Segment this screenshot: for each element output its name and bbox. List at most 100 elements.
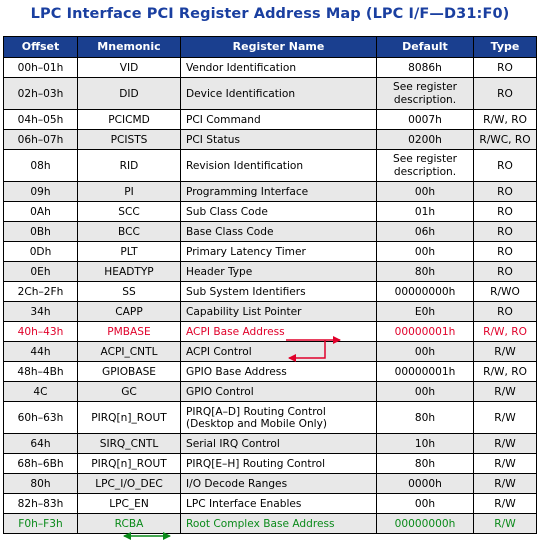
table-row: 48h–4Bh GPIOBASE GPIO Base Address 00000001… [3, 361, 537, 382]
cell-mnemonic: PCICMD [77, 109, 181, 130]
cell-mnemonic: RID [77, 149, 181, 182]
cell-offset: 02h–03h [3, 77, 78, 110]
table-row: 4C GC GPIO Control 00h R/W [3, 381, 537, 402]
cell-mnemonic: BCC [77, 221, 181, 242]
table-row: 09h PI Programming Interface 00h RO [3, 181, 537, 202]
cell-mnemonic: LPC_EN [77, 493, 181, 514]
cell-mnemonic: DID [77, 77, 181, 110]
cell-type: R/W [473, 401, 537, 434]
cell-register-name: LPC Interface Enables [180, 493, 377, 514]
table-row: 0Eh HEADTYP Header Type 80h RO [3, 261, 537, 282]
cell-type: R/W [473, 473, 537, 494]
cell-mnemonic: SCC [77, 201, 181, 222]
page-title: LPC Interface PCI Register Address Map (… [30, 6, 510, 22]
cell-offset: 60h–63h [3, 401, 78, 434]
cell-type: RO [473, 221, 537, 242]
cell-offset: F0h–F3h [3, 513, 78, 534]
cell-type: R/W [473, 381, 537, 402]
table-row: 0Bh BCC Base Class Code 06h RO [3, 221, 537, 242]
cell-register-name: PIRQ[E–H] Routing Control [180, 453, 377, 474]
cell-offset: 09h [3, 181, 78, 202]
column-header-offset: Offset [3, 36, 78, 58]
table-row: 40h–43h PMBASE ACPI Base Address 00000001h R… [3, 321, 537, 342]
cell-default: 00000001h [376, 361, 474, 382]
table-row: 60h–63h PIRQ[n]_ROUT PIRQ[A–D] Routing Con… [3, 401, 537, 434]
cell-register-name: Device Identification [180, 77, 377, 110]
cell-type: RO [473, 201, 537, 222]
cell-register-name: Sub System Identifiers [180, 281, 377, 302]
cell-default: See register description. [376, 149, 474, 182]
cell-type: RO [473, 57, 537, 78]
cell-register-name: Root Complex Base Address [180, 513, 377, 534]
column-header-type: Type [473, 36, 537, 58]
cell-type: R/W [473, 493, 537, 514]
cell-offset: 0Dh [3, 241, 78, 262]
cell-register-name: Serial IRQ Control [180, 433, 377, 454]
cell-offset: 06h–07h [3, 129, 78, 150]
cell-register-name: PCI Status [180, 129, 377, 150]
cell-default: 80h [376, 453, 474, 474]
table-row: 02h–03h DID Device Identification See regis… [3, 77, 537, 110]
cell-default: 01h [376, 201, 474, 222]
cell-mnemonic: PCISTS [77, 129, 181, 150]
cell-register-name: Header Type [180, 261, 377, 282]
cell-offset: 2Ch–2Fh [3, 281, 78, 302]
cell-type: R/W [473, 513, 537, 534]
cell-mnemonic: RCBA [77, 513, 181, 534]
cell-offset: 0Ah [3, 201, 78, 222]
cell-register-name: Vendor Identification [180, 57, 377, 78]
cell-mnemonic: PIRQ[n]_ROUT [77, 401, 181, 434]
cell-mnemonic: PMBASE [77, 321, 181, 342]
cell-default: 0007h [376, 109, 474, 130]
cell-default: 0000h [376, 473, 474, 494]
cell-offset: 68h–6Bh [3, 453, 78, 474]
cell-offset: 40h–43h [3, 321, 78, 342]
column-header-mnemonic: Mnemonic [77, 36, 181, 58]
cell-default: 10h [376, 433, 474, 454]
table-row: 00h–01h VID Vendor Identification 8086h RO [3, 57, 537, 78]
table-row: 0Dh PLT Primary Latency Timer 00h RO [3, 241, 537, 262]
cell-type: R/W [473, 433, 537, 454]
cell-offset: 34h [3, 301, 78, 322]
cell-register-name: PIRQ[A–D] Routing Control (Desktop and M… [180, 401, 377, 434]
register-table: Offset Mnemonic Register Name Default Ty… [3, 36, 537, 534]
cell-register-name: Base Class Code [180, 221, 377, 242]
table-row: 68h–6Bh PIRQ[n]_ROUT PIRQ[E–H] Routing Con… [3, 453, 537, 474]
cell-mnemonic: PI [77, 181, 181, 202]
cell-default: 06h [376, 221, 474, 242]
cell-default: 00h [376, 181, 474, 202]
cell-offset: 64h [3, 433, 78, 454]
cell-mnemonic: LPC_I/O_DEC [77, 473, 181, 494]
cell-register-name: ACPI Control [180, 341, 377, 362]
cell-type: R/WC, RO [473, 129, 537, 150]
column-header-register-name: Register Name [180, 36, 377, 58]
cell-default: 0200h [376, 129, 474, 150]
cell-offset: 00h–01h [3, 57, 78, 78]
cell-register-name: Capability List Pointer [180, 301, 377, 322]
cell-default: 00000000h [376, 281, 474, 302]
cell-register-name: ACPI Base Address [180, 321, 377, 342]
cell-mnemonic: PIRQ[n]_ROUT [77, 453, 181, 474]
table-header-row: Offset Mnemonic Register Name Default Ty… [3, 36, 537, 58]
cell-default: 00h [376, 241, 474, 262]
cell-default: 80h [376, 261, 474, 282]
cell-default: See register description. [376, 77, 474, 110]
register-table-wrapper: Offset Mnemonic Register Name Default Ty… [3, 36, 537, 534]
cell-offset: 4C [3, 381, 78, 402]
cell-offset: 08h [3, 149, 78, 182]
table-row: 04h–05h PCICMD PCI Command 0007h R/W, RO [3, 109, 537, 130]
cell-default: 00h [376, 381, 474, 402]
cell-type: RO [473, 77, 537, 110]
cell-register-name: Sub Class Code [180, 201, 377, 222]
cell-type: R/W, RO [473, 109, 537, 130]
cell-default: 00h [376, 341, 474, 362]
cell-default: 00000001h [376, 321, 474, 342]
cell-mnemonic: HEADTYP [77, 261, 181, 282]
cell-type: RO [473, 149, 537, 182]
cell-register-name: Programming Interface [180, 181, 377, 202]
cell-default: 80h [376, 401, 474, 434]
cell-register-name: PCI Command [180, 109, 377, 130]
cell-offset: 0Eh [3, 261, 78, 282]
cell-type: R/WO [473, 281, 537, 302]
cell-default: 00000000h [376, 513, 474, 534]
